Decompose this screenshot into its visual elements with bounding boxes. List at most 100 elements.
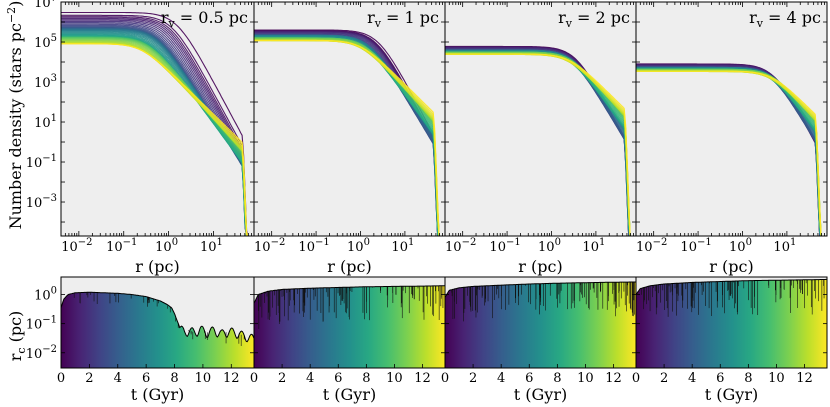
- x-axis-label: r (pc): [327, 257, 371, 276]
- y-tick-label: 107: [34, 0, 57, 11]
- rc-gradient-area: [254, 285, 445, 368]
- x-tick-label: 0: [250, 371, 258, 386]
- plot-background: [636, 2, 827, 236]
- y-tick-label: 10−3: [26, 193, 57, 211]
- x-axis-label: t (Gyr): [514, 385, 567, 404]
- x-tick-label: 2: [660, 371, 668, 386]
- density-profiles: [445, 45, 636, 236]
- x-tick-label: 101: [391, 237, 414, 255]
- x-tick-label: 4: [306, 371, 314, 386]
- x-axis-label: t (Gyr): [131, 385, 184, 404]
- rc-gradient-area: [61, 292, 254, 368]
- x-tick-label: 0: [441, 371, 449, 386]
- x-tick-label: 10−1: [298, 237, 329, 255]
- x-tick-label: 0: [632, 371, 640, 386]
- x-tick-label: 10−2: [254, 237, 285, 255]
- x-tick-label: 8: [553, 371, 561, 386]
- bottom-ylabel: rc (pc): [6, 311, 28, 362]
- density-profile-line: [61, 11, 254, 236]
- x-tick-label: 8: [744, 371, 752, 386]
- y-tick-label: 100: [34, 286, 57, 304]
- x-tick-label: 10−2: [445, 237, 476, 255]
- x-tick-label: 100: [538, 237, 561, 255]
- rc-fluctuations: [451, 281, 635, 322]
- density-profile-line: [61, 19, 254, 236]
- panel-title: rv = 4 pc: [749, 8, 821, 30]
- x-axis-label: r (pc): [709, 257, 753, 276]
- density-panel-4: 10−2 10−1 100 101 rv = 4 pc r (pc): [635, 1, 828, 276]
- top-ylabel: Number density (stars pc−2): [5, 1, 25, 230]
- density-panel-2: 10−2 10−1 100 101 rv = 1 pc r (pc): [253, 1, 446, 276]
- x-tick-label: 8: [362, 371, 370, 386]
- density-profile-line: [445, 53, 636, 236]
- x-tick-label: 12: [223, 371, 240, 386]
- panel-title: rv = 1 pc: [367, 8, 439, 30]
- x-tick-label: 10: [386, 371, 403, 386]
- plot-frame: [635, 276, 828, 369]
- x-tick-label: 6: [716, 371, 724, 386]
- x-tick-label: 6: [142, 371, 150, 386]
- x-axis-label: t (Gyr): [705, 385, 758, 404]
- x-tick-label: 4: [497, 371, 505, 386]
- x-tick-label: 4: [688, 371, 696, 386]
- x-tick-label: 10−1: [489, 237, 520, 255]
- rc-line: [635, 278, 827, 295]
- plot-background: [445, 2, 636, 236]
- density-profile-line: [636, 70, 827, 236]
- y-tick-label: 10−1: [26, 153, 57, 171]
- y-tick-label: 10−1: [26, 315, 57, 333]
- x-tick-label: 10−1: [680, 237, 711, 255]
- x-tick-label: 12: [414, 371, 431, 386]
- density-profile-line: [61, 17, 254, 236]
- y-tick-label: 105: [34, 33, 57, 51]
- x-tick-label: 10: [195, 371, 212, 386]
- x-tick-label: 2: [85, 371, 93, 386]
- density-profiles: [636, 63, 827, 236]
- x-tick-label: 101: [200, 237, 223, 255]
- x-tick-label: 6: [334, 371, 342, 386]
- density-profiles: [61, 11, 254, 236]
- x-tick-label: 101: [582, 237, 605, 255]
- x-tick-label: 0: [57, 371, 65, 386]
- density-profile-line: [61, 16, 254, 236]
- x-tick-label: 12: [796, 371, 813, 386]
- x-tick-label: 10: [577, 371, 594, 386]
- x-tick-label: 12: [605, 371, 622, 386]
- density-profile-line: [254, 39, 445, 236]
- x-axis-label: r (pc): [518, 257, 562, 276]
- x-tick-label: 100: [729, 237, 752, 255]
- rc-line: [253, 285, 445, 304]
- x-tick-label: 2: [278, 371, 286, 386]
- density-panel-3: 10−2 10−1 100 101 rv = 2 pc r (pc): [444, 1, 637, 276]
- y-tick-label: 103: [34, 73, 57, 91]
- x-tick-label: 101: [773, 237, 796, 255]
- x-tick-label: 10: [768, 371, 785, 386]
- density-profile-line: [61, 43, 254, 236]
- x-tick-label: 2: [469, 371, 477, 386]
- panel-title: rv = 2 pc: [558, 8, 630, 30]
- core-radius-panel-2: 0 2 4 6 8 10 12 t (Gyr): [250, 276, 446, 404]
- x-axis-label: t (Gyr): [323, 385, 376, 404]
- core-radius-panel-4: 0 2 4 6 8 10 12 t (Gyr): [632, 276, 828, 404]
- rc-line: [60, 291, 255, 343]
- x-tick-label: 6: [525, 371, 533, 386]
- core-radius-panel-3: 0 2 4 6 8 10 12 t (Gyr): [441, 276, 637, 404]
- density-profile-line: [61, 18, 254, 236]
- x-tick-label: 100: [347, 237, 370, 255]
- rc-gradient-area: [636, 279, 827, 368]
- rc-line: [444, 281, 636, 298]
- x-tick-label: 10−1: [106, 237, 137, 255]
- rc-fluctuations: [258, 285, 444, 329]
- plot-frame: [635, 1, 828, 237]
- core-radius-panel-1: 0 2 4 6 8 10 12 t (Gyr) 10−2 10−1 100: [26, 276, 255, 404]
- rc-fluctuations: [641, 279, 825, 317]
- x-tick-label: 4: [114, 371, 122, 386]
- x-tick-label: 10−2: [61, 237, 92, 255]
- density-profiles: [254, 29, 445, 236]
- y-tick-label: 10−2: [26, 344, 57, 362]
- x-tick-label: 100: [155, 237, 178, 255]
- panel-title: rv = 0.5 pc: [161, 8, 248, 30]
- x-tick-label: 8: [170, 371, 178, 386]
- density-profile-line: [61, 14, 254, 236]
